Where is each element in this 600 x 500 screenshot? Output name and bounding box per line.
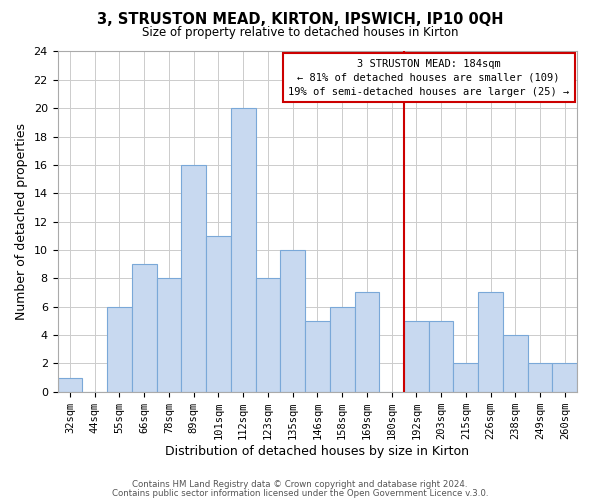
Bar <box>206 236 231 392</box>
Bar <box>553 364 577 392</box>
Bar <box>528 364 553 392</box>
Text: 3 STRUSTON MEAD: 184sqm
← 81% of detached houses are smaller (109)
19% of semi-d: 3 STRUSTON MEAD: 184sqm ← 81% of detache… <box>288 58 569 96</box>
Bar <box>107 306 132 392</box>
Bar <box>58 378 82 392</box>
Bar <box>305 321 330 392</box>
Bar <box>503 335 528 392</box>
Y-axis label: Number of detached properties: Number of detached properties <box>15 123 28 320</box>
Bar <box>181 165 206 392</box>
Bar <box>429 321 454 392</box>
Bar <box>330 306 355 392</box>
Bar <box>157 278 181 392</box>
Bar <box>132 264 157 392</box>
Bar <box>231 108 256 392</box>
Text: 3, STRUSTON MEAD, KIRTON, IPSWICH, IP10 0QH: 3, STRUSTON MEAD, KIRTON, IPSWICH, IP10 … <box>97 12 503 28</box>
Bar <box>256 278 280 392</box>
Bar <box>454 364 478 392</box>
Text: Contains HM Land Registry data © Crown copyright and database right 2024.: Contains HM Land Registry data © Crown c… <box>132 480 468 489</box>
Text: Size of property relative to detached houses in Kirton: Size of property relative to detached ho… <box>142 26 458 39</box>
Bar <box>404 321 429 392</box>
Bar <box>478 292 503 392</box>
Bar <box>355 292 379 392</box>
X-axis label: Distribution of detached houses by size in Kirton: Distribution of detached houses by size … <box>166 444 469 458</box>
Text: Contains public sector information licensed under the Open Government Licence v.: Contains public sector information licen… <box>112 488 488 498</box>
Bar <box>280 250 305 392</box>
